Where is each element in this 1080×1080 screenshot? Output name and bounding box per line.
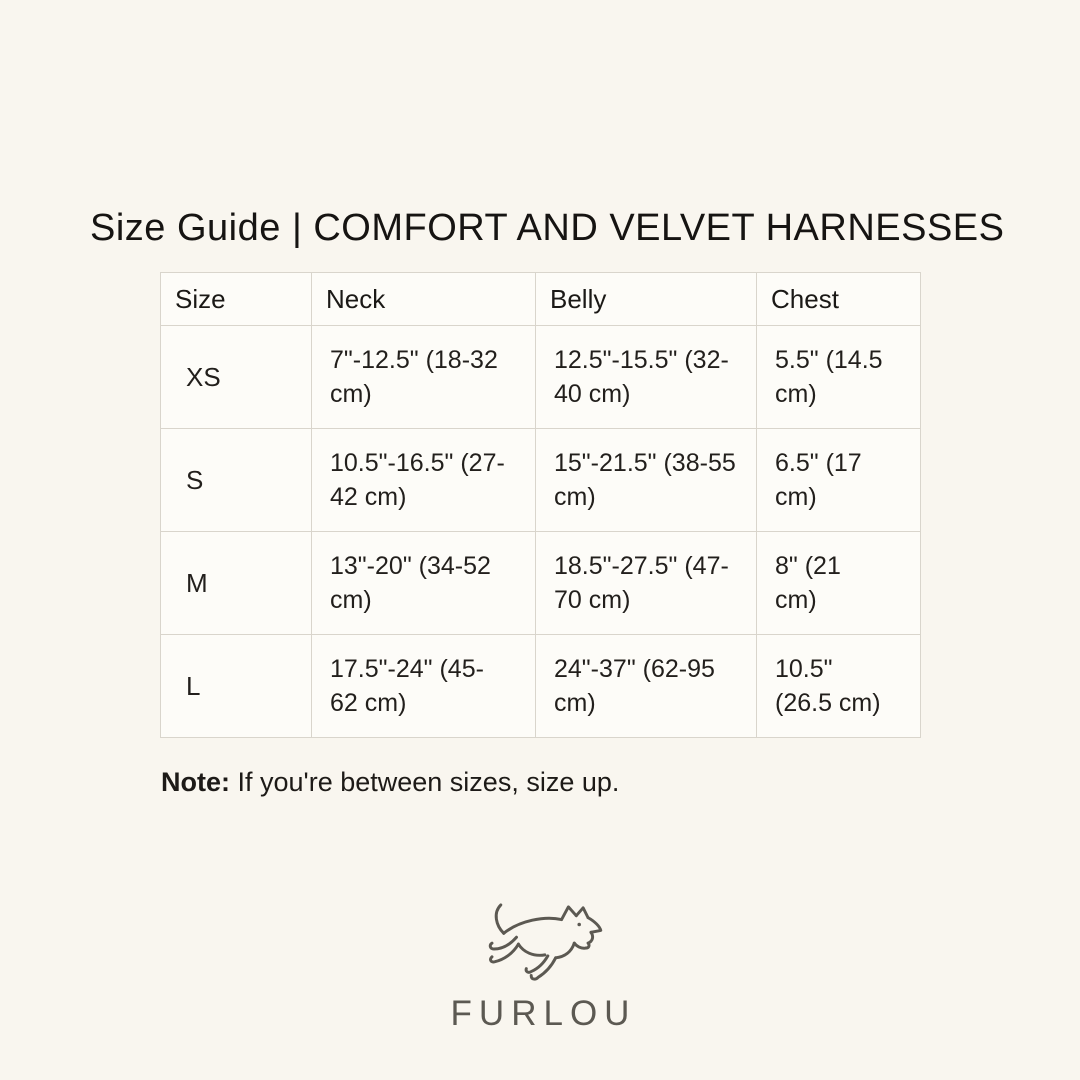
neck-measurement: 10.5"-16.5" (27-42 cm) (311, 428, 536, 532)
table-row-s: S 10.5"-16.5" (27-42 cm) 15"-21.5" (38-5… (160, 428, 921, 532)
belly-measurement: 15"-21.5" (38-55 cm) (535, 428, 757, 532)
belly-measurement: 24"-37" (62-95 cm) (535, 634, 757, 738)
furlou-logo: FURLOU (0, 900, 1080, 1034)
table-row-xs: XS 7"-12.5" (18-32 cm) 12.5"-15.5" (32-4… (160, 325, 921, 429)
size-guide-table: Size Neck Belly Chest XS 7"-12.5" (18-32… (160, 272, 921, 738)
column-header-chest: Chest (756, 272, 921, 326)
size-label: M (160, 531, 312, 635)
column-header-neck: Neck (311, 272, 536, 326)
chest-measurement: 10.5" (26.5 cm) (756, 634, 921, 738)
size-label: S (160, 428, 312, 532)
table-header-row: Size Neck Belly Chest (160, 272, 921, 326)
leaping-dog-icon (488, 903, 603, 981)
table-row-l: L 17.5"-24" (45-62 cm) 24"-37" (62-95 cm… (160, 634, 921, 738)
chest-measurement: 6.5" (17 cm) (756, 428, 921, 532)
page-title: Size Guide | COMFORT AND VELVET HARNESSE… (90, 207, 1005, 249)
brand-name: FURLOU (450, 994, 637, 1033)
column-header-belly: Belly (535, 272, 757, 326)
chest-measurement: 8" (21 cm) (756, 531, 921, 635)
note-label: Note: (161, 767, 230, 797)
column-header-size: Size (160, 272, 312, 326)
neck-measurement: 17.5"-24" (45-62 cm) (311, 634, 536, 738)
belly-measurement: 18.5"-27.5" (47-70 cm) (535, 531, 757, 635)
chest-measurement: 5.5" (14.5 cm) (756, 325, 921, 429)
neck-measurement: 13"-20" (34-52 cm) (311, 531, 536, 635)
neck-measurement: 7"-12.5" (18-32 cm) (311, 325, 536, 429)
size-label: XS (160, 325, 312, 429)
size-label: L (160, 634, 312, 738)
sizing-note: Note: If you're between sizes, size up. (161, 767, 619, 798)
table-row-m: M 13"-20" (34-52 cm) 18.5"-27.5" (47-70 … (160, 531, 921, 635)
note-text: If you're between sizes, size up. (237, 767, 620, 797)
belly-measurement: 12.5"-15.5" (32-40 cm) (535, 325, 757, 429)
